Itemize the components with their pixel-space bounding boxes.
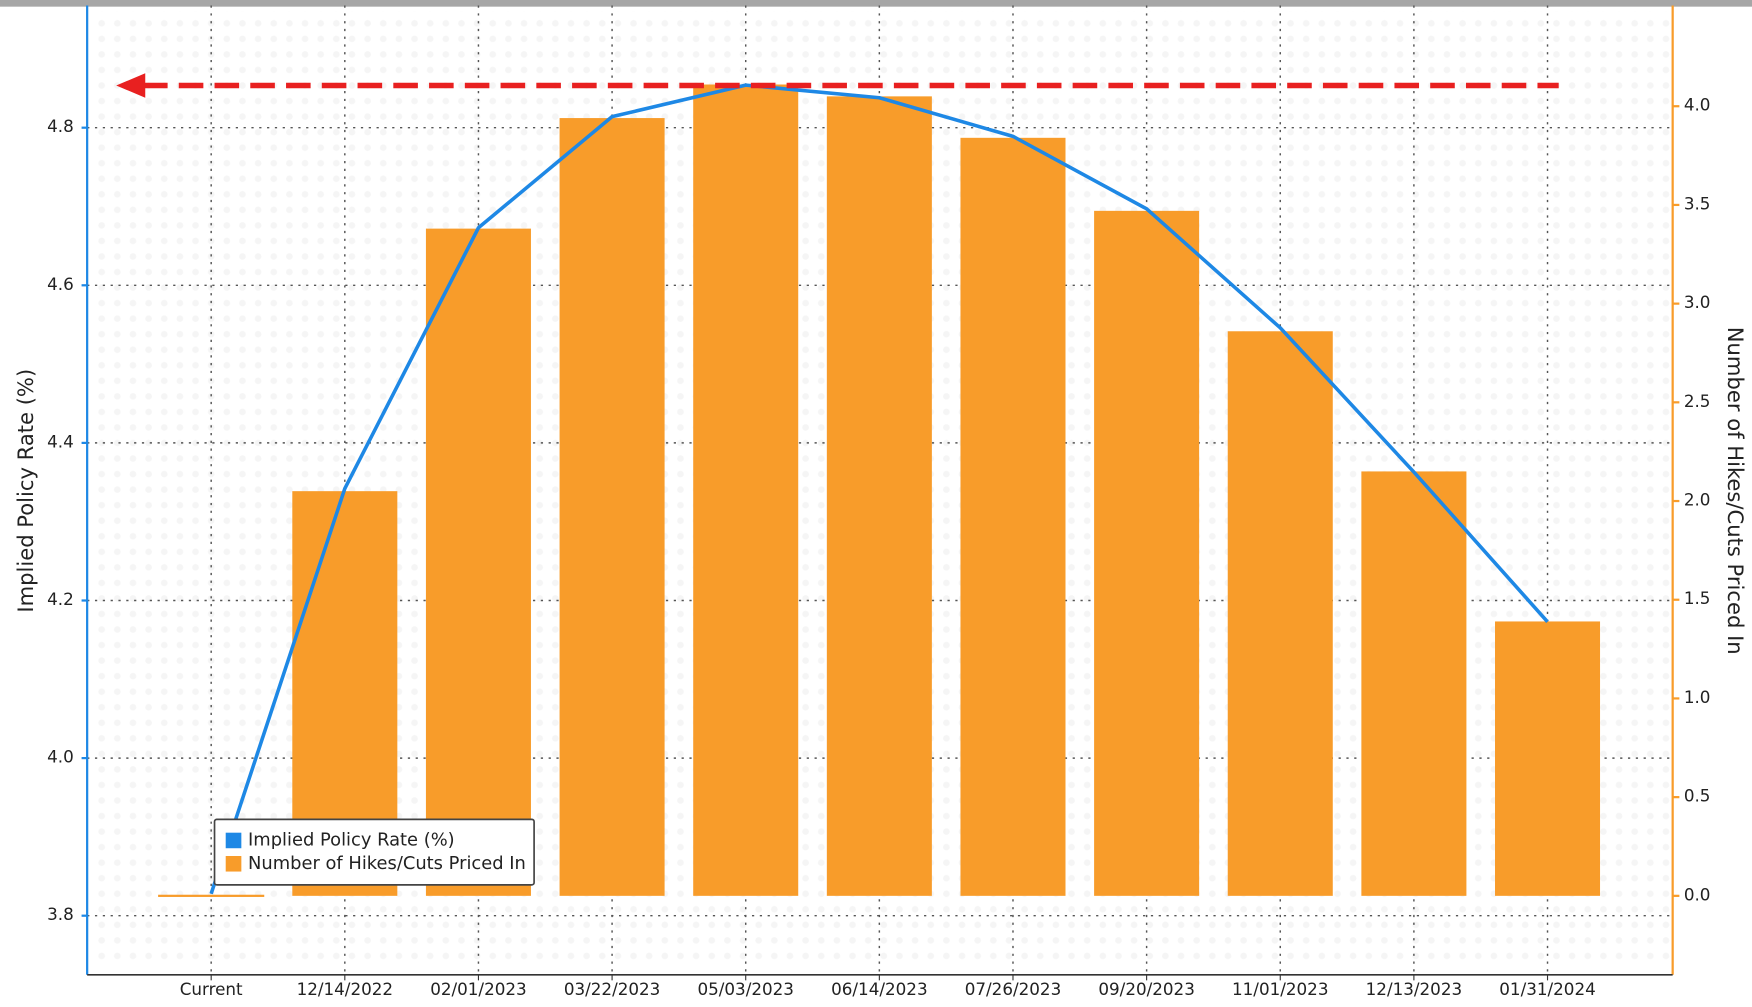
bar (826, 96, 932, 896)
bar (1094, 210, 1200, 896)
y-tick-label: 3.8 (47, 904, 74, 924)
y2-tick-label: 0.0 (1684, 884, 1711, 904)
bar (1361, 471, 1467, 896)
lines (209, 83, 1549, 895)
y2-tick-label: 3.0 (1684, 292, 1711, 312)
y2-tick-label: 3.5 (1684, 193, 1711, 213)
bar (425, 228, 531, 896)
y-tick-label: 4.2 (47, 589, 74, 609)
y2-tick-label: 4.0 (1684, 95, 1711, 115)
bar (1227, 331, 1333, 896)
y-tick-label: 4.0 (47, 747, 74, 767)
annotation-arrow (116, 73, 1559, 98)
y-axis-label: Implied Policy Rate (%) (13, 369, 38, 613)
y2-axis-label: Number of Hikes/Cuts Priced In (1723, 327, 1748, 655)
x-tick-label: 12/13/2023 (1366, 979, 1462, 999)
y2-tick-label: 1.5 (1684, 588, 1711, 608)
y-tick-label: 4.8 (47, 116, 74, 136)
y2-tick-label: 0.5 (1684, 786, 1711, 806)
legend-swatch (225, 856, 242, 872)
x-tick-label: 01/31/2024 (1499, 979, 1595, 999)
y2-tick-label: 1.0 (1684, 687, 1711, 707)
x-tick-label: 05/03/2023 (697, 979, 793, 999)
bar (1495, 621, 1601, 896)
x-tick-label: Current (180, 979, 243, 999)
y-tick-label: 4.6 (47, 274, 74, 294)
x-tick-label: 06/14/2023 (831, 979, 927, 999)
legend-label: Number of Hikes/Cuts Priced In (248, 853, 526, 874)
legend: Implied Policy Rate (%) Number of Hikes/C… (213, 818, 535, 886)
x-tick-label: 12/14/2022 (297, 979, 393, 999)
x-tick-label: 11/01/2023 (1232, 979, 1328, 999)
legend-label: Implied Policy Rate (%) (248, 829, 455, 850)
bar (960, 137, 1066, 896)
line (209, 83, 1549, 895)
bar (158, 894, 265, 897)
title-bar (0, 0, 1752, 7)
x-tick-label: 03/22/2023 (564, 979, 660, 999)
x-tick-label: 09/20/2023 (1098, 979, 1194, 999)
x-tick-label: 07/26/2023 (965, 979, 1061, 999)
x-tick-label: 02/01/2023 (430, 979, 526, 999)
y-tick-label: 4.4 (47, 431, 74, 451)
y2-tick-label: 2.0 (1684, 490, 1711, 510)
legend-swatch (225, 832, 242, 849)
y2-tick-label: 2.5 (1684, 391, 1711, 411)
bar (559, 118, 665, 896)
bar (693, 84, 799, 896)
